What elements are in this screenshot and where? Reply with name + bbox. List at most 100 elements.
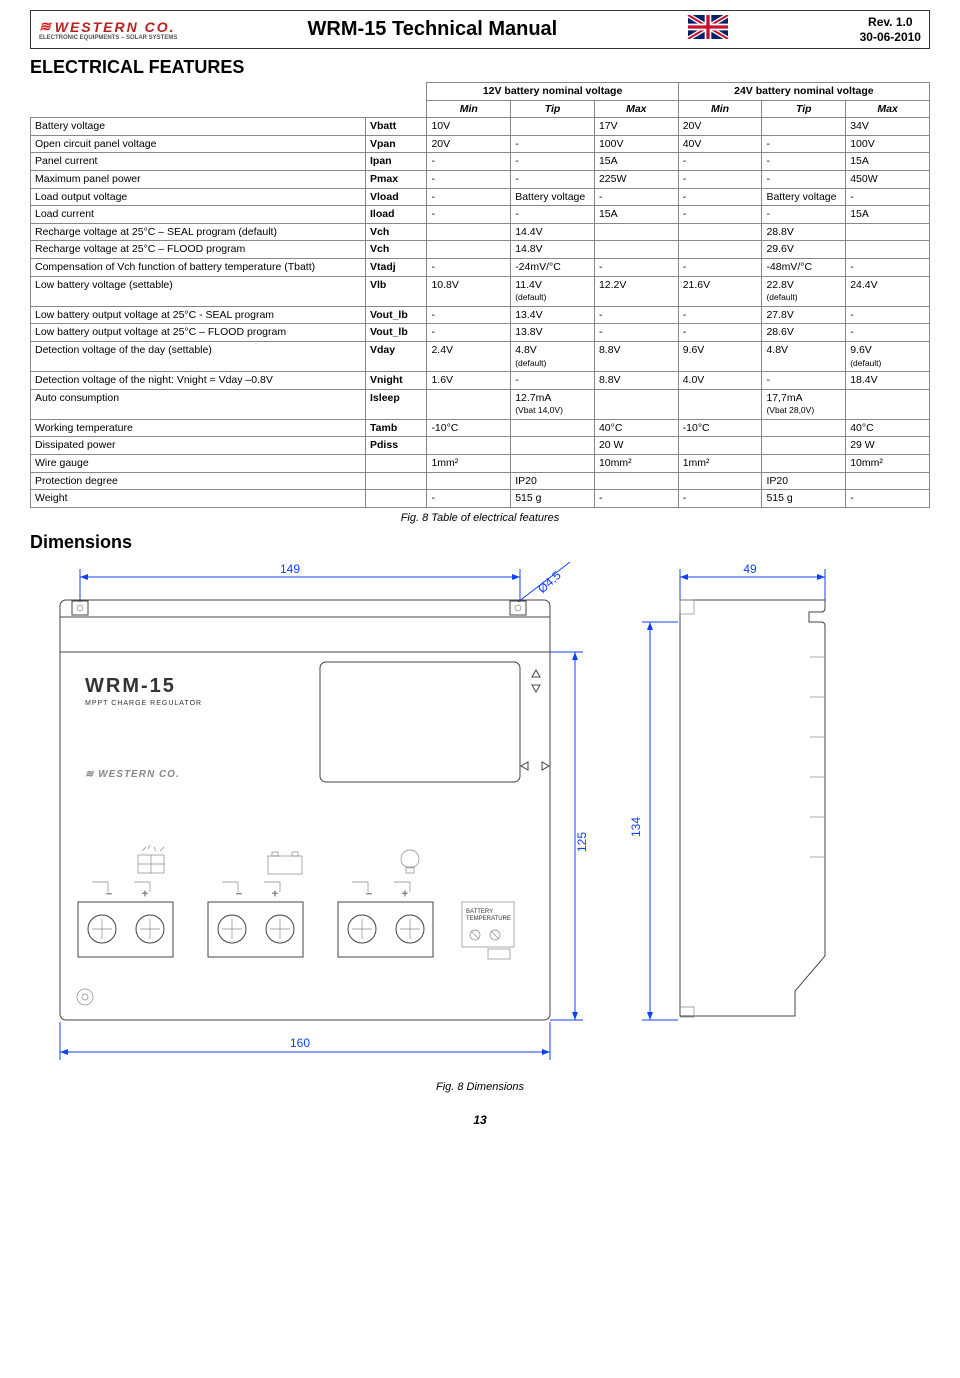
- param-label: Low battery output voltage at 25°C - SEA…: [31, 306, 366, 324]
- param-value: Battery voltage: [511, 188, 595, 206]
- param-value: 22.8V(default): [762, 276, 846, 306]
- param-symbol: Vday: [366, 341, 427, 371]
- param-value: -: [678, 324, 762, 342]
- param-value: -: [846, 324, 930, 342]
- param-value: 34V: [846, 118, 930, 136]
- param-value: [678, 241, 762, 259]
- param-value: -: [678, 170, 762, 188]
- param-value: -: [511, 153, 595, 171]
- param-value: 9.6V: [678, 341, 762, 371]
- table-row: Working temperatureTamb-10°C40°C-10°C40°…: [31, 419, 930, 437]
- terminal-brackets: −+ −+ −+: [92, 882, 410, 900]
- param-label: Recharge voltage at 25°C – FLOOD program: [31, 241, 366, 259]
- param-value: 29 W: [846, 437, 930, 455]
- param-value: [678, 223, 762, 241]
- param-value: -: [678, 306, 762, 324]
- param-value: [762, 118, 846, 136]
- battery-icon: [268, 852, 302, 874]
- param-value: -: [594, 324, 678, 342]
- table-row: Low battery output voltage at 25°C – FLO…: [31, 324, 930, 342]
- param-value: -: [511, 135, 595, 153]
- drawing-caption: Fig. 8 Dimensions: [30, 1081, 930, 1093]
- dimension-annotation: 160: [60, 1022, 550, 1060]
- param-value: [678, 389, 762, 419]
- param-value: -: [511, 170, 595, 188]
- param-value: -24mV/°C: [511, 258, 595, 276]
- param-value: 515 g: [511, 490, 595, 508]
- logo-wave-icon: ≋: [39, 18, 53, 35]
- dimension-drawings: 149 Ø4,5 WRM-15 MPPT CHARGE REGULATOR ≋ …: [30, 557, 930, 1077]
- param-value: 28.8V: [762, 223, 846, 241]
- param-value: [846, 389, 930, 419]
- param-value: 100V: [846, 135, 930, 153]
- param-value: [678, 437, 762, 455]
- param-label: Open circuit panel voltage: [31, 135, 366, 153]
- param-value: 4.0V: [678, 372, 762, 390]
- param-value: -10°C: [427, 419, 511, 437]
- dim-49: 49: [743, 562, 757, 576]
- dimension-annotation: 49: [680, 562, 825, 602]
- param-value: 10mm²: [594, 455, 678, 473]
- product-name: WRM-15: [85, 675, 176, 697]
- param-symbol: Vpan: [366, 135, 427, 153]
- table-row: Battery voltageVbatt10V17V20V34V: [31, 118, 930, 136]
- param-label: Low battery voltage (settable): [31, 276, 366, 306]
- param-value: 17,7mA(Vbat 28,0V): [762, 389, 846, 419]
- param-value: 14.4V: [511, 223, 595, 241]
- param-value: -: [427, 306, 511, 324]
- param-value: 13.8V: [511, 324, 595, 342]
- col-hdr: Tip: [511, 100, 595, 118]
- param-symbol: Vch: [366, 241, 427, 259]
- logo-name: ≋ WESTERN CO.: [39, 18, 177, 35]
- param-value: -: [427, 188, 511, 206]
- param-symbol: [366, 455, 427, 473]
- col-hdr: Max: [846, 100, 930, 118]
- param-label: Weight: [31, 490, 366, 508]
- param-value: -: [427, 258, 511, 276]
- param-symbol: Pmax: [366, 170, 427, 188]
- svg-text:−: −: [366, 889, 372, 900]
- dimension-annotation: 149: [80, 562, 520, 602]
- param-value: [846, 241, 930, 259]
- param-value: 15A: [846, 206, 930, 224]
- param-value: 20V: [427, 135, 511, 153]
- param-value: [762, 455, 846, 473]
- param-value: [427, 472, 511, 490]
- param-symbol: [366, 472, 427, 490]
- battery-temperature-connector: BATTERY TEMPERATURE: [462, 902, 514, 959]
- dimension-annotation: 134: [629, 622, 678, 1020]
- param-value: 28.6V: [762, 324, 846, 342]
- param-label: Protection degree: [31, 472, 366, 490]
- param-value: [511, 437, 595, 455]
- front-view-drawing: 149 Ø4,5 WRM-15 MPPT CHARGE REGULATOR ≋ …: [30, 557, 600, 1077]
- param-value: -: [427, 206, 511, 224]
- param-value: 9.6V(default): [846, 341, 930, 371]
- dim-134: 134: [629, 817, 643, 837]
- param-value: Battery voltage: [762, 188, 846, 206]
- param-label: Panel current: [31, 153, 366, 171]
- param-value: [511, 419, 595, 437]
- section-heading-dimensions: Dimensions: [30, 532, 930, 553]
- batt-temp-label-1: BATTERY: [466, 909, 493, 915]
- param-label: Battery voltage: [31, 118, 366, 136]
- param-symbol: Iload: [366, 206, 427, 224]
- dim-149: 149: [280, 562, 300, 576]
- table-row: Load currentIload--15A--15A: [31, 206, 930, 224]
- param-value: 20V: [678, 118, 762, 136]
- param-value: 29.6V: [762, 241, 846, 259]
- param-value: [846, 223, 930, 241]
- param-label: Load output voltage: [31, 188, 366, 206]
- param-label: Maximum panel power: [31, 170, 366, 188]
- param-value: -10°C: [678, 419, 762, 437]
- solar-panel-icon: [138, 845, 164, 873]
- param-value: -: [762, 372, 846, 390]
- param-value: -: [427, 324, 511, 342]
- table-row: Recharge voltage at 25°C – SEAL program …: [31, 223, 930, 241]
- table-caption: Fig. 8 Table of electrical features: [30, 512, 930, 524]
- document-title: WRM-15 Technical Manual: [308, 18, 558, 41]
- param-value: 12.7mA(Vbat 14,0V): [511, 389, 595, 419]
- param-value: 13.4V: [511, 306, 595, 324]
- param-value: 40°C: [846, 419, 930, 437]
- page-header: ≋ WESTERN CO. ELECTRONIC EQUIPMENTS – SO…: [30, 10, 930, 49]
- param-value: 10V: [427, 118, 511, 136]
